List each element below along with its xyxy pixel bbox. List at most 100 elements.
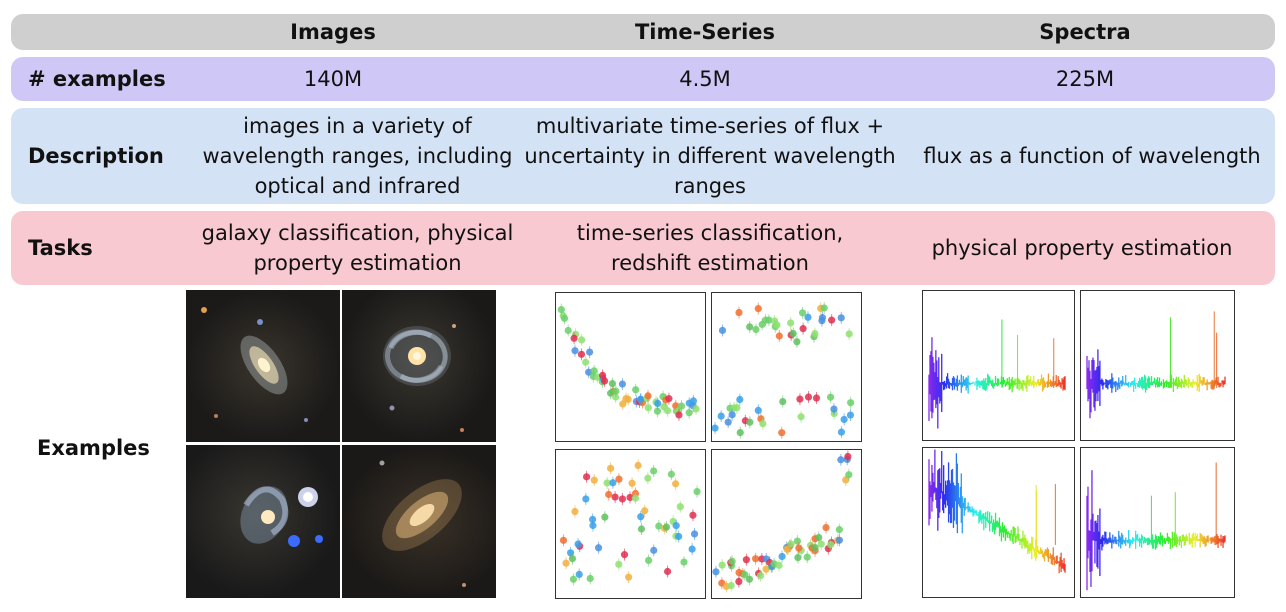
time-series-point: [644, 392, 652, 400]
time-series-point: [789, 329, 797, 338]
time-series-point: [675, 411, 683, 419]
time-series-point: [804, 393, 813, 401]
time-series-point: [688, 545, 696, 553]
time-series-point: [653, 407, 662, 415]
time-series-point: [571, 507, 579, 516]
time-series-point: [626, 493, 634, 502]
time-series-panel-3: [555, 449, 706, 599]
time-series-point: [676, 503, 684, 511]
time-series-point: [582, 358, 590, 366]
row-label-description: Description: [28, 144, 164, 168]
time-series-point: [575, 570, 583, 578]
time-series-point: [840, 415, 848, 424]
time-series-point: [754, 406, 762, 415]
time-series-point: [817, 540, 825, 548]
time-series-point: [655, 522, 663, 530]
time-series-point: [826, 393, 835, 401]
time-series-point: [818, 314, 827, 322]
time-series-point: [835, 526, 843, 534]
time-series-point: [570, 334, 578, 342]
time-series-point: [796, 395, 804, 403]
time-series-point: [830, 405, 838, 413]
time-series-panel-1: [555, 292, 706, 442]
time-series-point: [590, 367, 598, 375]
time-series-point: [634, 461, 642, 470]
time-series-point: [692, 405, 700, 413]
time-series-point: [667, 470, 675, 478]
time-series-point: [778, 429, 786, 437]
time-series-point: [820, 304, 828, 312]
time-series-point: [569, 575, 578, 583]
spectrum-panel-1: [922, 290, 1075, 441]
row-label-examples-count: # examples: [28, 67, 166, 91]
galaxy-image-1: [186, 290, 340, 442]
time-series-point: [762, 565, 770, 573]
time-series-point: [846, 411, 855, 419]
time-series-point: [783, 545, 791, 553]
column-header-time-series: Time-Series: [634, 20, 776, 44]
time-series-point: [779, 397, 787, 406]
examples-count-band: [11, 57, 1275, 101]
time-series-point: [798, 309, 807, 317]
time-series-point: [822, 524, 830, 532]
time-series-point: [787, 540, 795, 548]
time-series-point: [811, 543, 819, 552]
time-series-point: [590, 476, 598, 484]
time-series-point: [690, 530, 699, 538]
time-series-point: [757, 572, 765, 580]
time-series-point: [582, 495, 590, 503]
time-series-point: [693, 487, 701, 496]
time-series-point: [615, 560, 623, 568]
time-series-point: [837, 314, 845, 322]
time-series-point: [799, 325, 807, 333]
time-series-point: [589, 515, 597, 524]
tasks-time-series: time-series classification, redshift est…: [576, 221, 844, 275]
time-series-point: [609, 479, 617, 487]
time-series-point: [837, 428, 846, 436]
time-series-point: [560, 314, 569, 322]
tasks-images: galaxy classification, physical property…: [201, 221, 514, 275]
time-series-point: [746, 323, 754, 331]
time-series-point: [795, 544, 803, 552]
time-series-point: [645, 556, 653, 565]
time-series-point: [794, 553, 802, 562]
time-series-point: [736, 395, 744, 404]
time-series-point: [797, 413, 805, 421]
time-series-point: [654, 399, 662, 408]
examples-count-time-series: 4.5M: [679, 67, 731, 91]
time-series-point: [559, 536, 568, 544]
time-series-point: [746, 418, 754, 426]
time-series-point: [845, 330, 853, 338]
tasks-band: [11, 211, 1275, 285]
time-series-point: [662, 523, 671, 531]
description-spectra: flux as a function of wavelength: [923, 144, 1261, 168]
time-series-point: [741, 571, 749, 579]
time-series-point: [665, 395, 673, 403]
time-series-point: [586, 348, 594, 356]
time-series-point: [837, 456, 845, 464]
time-series-point: [677, 402, 686, 410]
row-label-tasks: Tasks: [28, 236, 93, 260]
description-time-series: multivariate time-series of flux + uncer…: [524, 114, 896, 198]
time-series-point: [564, 326, 572, 335]
time-series-point: [815, 533, 823, 542]
time-series-point: [672, 480, 680, 488]
time-series-point: [712, 424, 719, 432]
time-series-point: [775, 561, 783, 569]
time-series-point: [765, 316, 773, 324]
time-series-point: [594, 544, 603, 552]
time-series-point: [775, 332, 783, 340]
time-series-point: [650, 546, 658, 554]
time-series-point: [735, 577, 743, 586]
time-series-point: [712, 568, 720, 576]
time-series-point: [793, 537, 801, 545]
time-series-point: [685, 409, 693, 417]
time-series-point: [803, 553, 811, 561]
time-series-point: [637, 395, 645, 403]
time-series-point: [827, 540, 835, 549]
time-series-point: [608, 379, 616, 388]
time-series-point: [589, 521, 597, 530]
time-series-point: [727, 581, 735, 590]
galaxy-image-3: [186, 445, 340, 598]
header-band: [11, 14, 1275, 50]
